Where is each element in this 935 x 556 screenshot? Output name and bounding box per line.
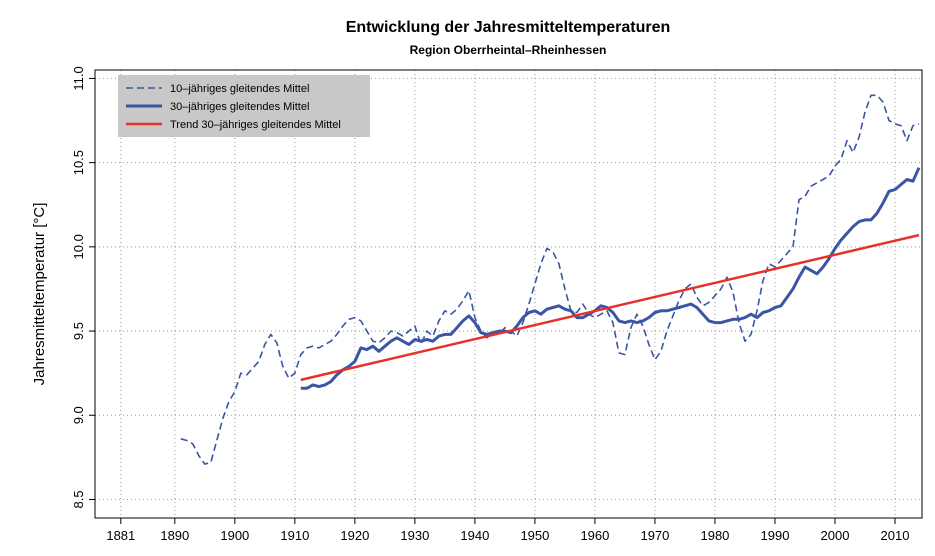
y-tick-label: 11.0 — [71, 66, 86, 90]
x-tick-label: 1920 — [340, 528, 369, 543]
legend-label: Trend 30–jähriges gleitendes Mittel — [170, 119, 341, 131]
x-tick-label: 1940 — [460, 528, 489, 543]
x-tick-label: 1890 — [160, 528, 189, 543]
y-tick-label: 9.5 — [71, 322, 86, 340]
chart-subtitle: Region Oberrheintal–Rheinhessen — [410, 43, 607, 57]
legend-label: 10–jähriges gleitendes Mittel — [170, 83, 309, 95]
legend: 10–jähriges gleitendes Mittel 30–jähriges… — [118, 75, 370, 137]
series-line — [300, 167, 921, 390]
y-tick-label: 9.0 — [71, 406, 86, 424]
x-tick-label: 2010 — [881, 528, 910, 543]
x-tick-label: 2000 — [821, 528, 850, 543]
x-tick-label: 1990 — [761, 528, 790, 543]
x-tick-label: 1960 — [580, 528, 609, 543]
x-tick-label: 1980 — [700, 528, 729, 543]
y-axis-label: Jahresmitteltemperatur [°C] — [31, 203, 48, 386]
x-tick-label: 1950 — [520, 528, 549, 543]
x-tick-label: 1910 — [280, 528, 309, 543]
y-tick-label: 10.5 — [71, 150, 86, 175]
y-tick-label: 8.5 — [71, 490, 86, 508]
series-line — [180, 94, 920, 465]
y-tick-label: 10.0 — [71, 234, 86, 259]
x-tick-label: 1930 — [400, 528, 429, 543]
legend-label: 30–jähriges gleitendes Mittel — [170, 101, 309, 113]
chart-title: Entwicklung der Jahresmitteltemperaturen — [346, 19, 671, 36]
x-tick-label: 1881 — [106, 528, 135, 543]
x-tick-label: 1970 — [640, 528, 669, 543]
series-line — [300, 233, 920, 382]
grid — [95, 70, 922, 518]
lines — [180, 94, 921, 465]
plot-frame — [94, 69, 923, 519]
x-tick-label: 1900 — [220, 528, 249, 543]
